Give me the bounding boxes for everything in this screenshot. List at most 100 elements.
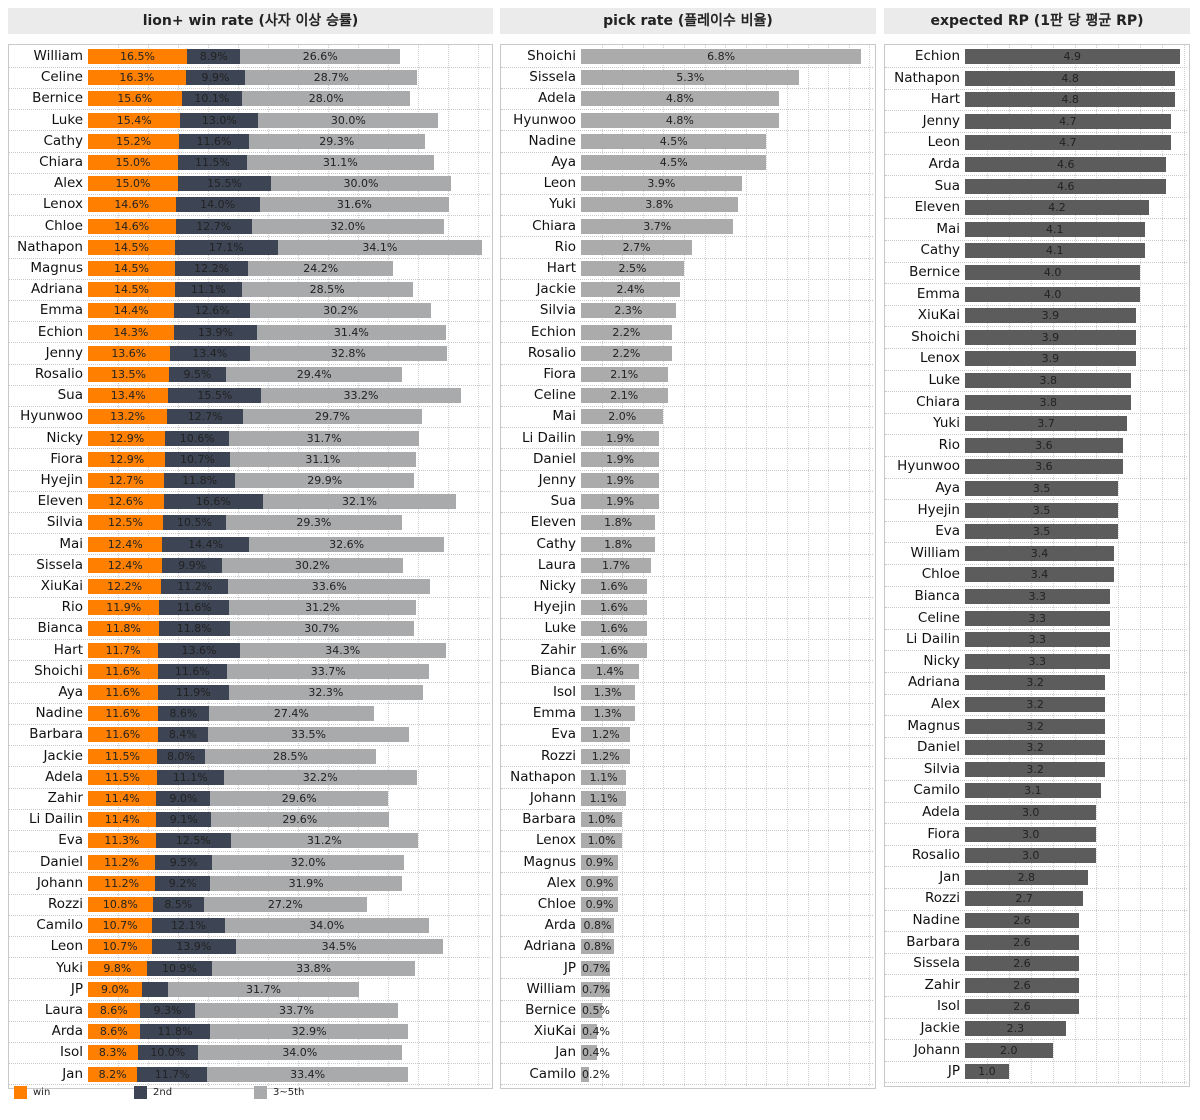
pick-rate-row-separator xyxy=(501,130,873,132)
win-rate-label-third: 33.7% xyxy=(279,1004,314,1017)
pick-rate-row-label: Chloe xyxy=(537,896,576,912)
pick-rate-value-label: 2.0% xyxy=(608,410,637,424)
pick-rate-value-label: 0.8% xyxy=(583,940,612,954)
expected-rp-row-label: Arda xyxy=(928,156,960,172)
expected-rp-row-separator xyxy=(885,844,1187,846)
pick-rate-value-label: 2.3% xyxy=(614,304,643,318)
win-rate-bar-third xyxy=(235,939,443,955)
pick-rate-row-separator xyxy=(501,893,873,895)
win-rate-row-separator xyxy=(9,978,490,980)
win-rate-label-third: 30.7% xyxy=(304,622,340,636)
win-rate-label-second: 10.6% xyxy=(179,431,215,445)
expected-rp-row-label: Eleven xyxy=(914,199,960,216)
win-rate-label-second: 11.7% xyxy=(154,1067,190,1081)
pick-rate-value-label: 1.6% xyxy=(599,580,628,593)
pick-rate-value-label: 1.1% xyxy=(589,792,618,805)
win-rate-label-third: 28.5% xyxy=(309,283,345,297)
win-rate-label-third: 33.5% xyxy=(291,728,326,742)
expected-rp-row-separator xyxy=(885,369,1187,371)
expected-rp-value-label: 4.9 xyxy=(1063,50,1082,63)
pick-rate-value-label: 4.5% xyxy=(659,134,688,148)
expected-rp-bar xyxy=(965,891,1084,907)
expected-rp-row-label: Nicky xyxy=(923,652,960,669)
pick-rate-bar xyxy=(581,473,660,488)
win-rate-label-win: 11.2% xyxy=(104,855,140,869)
pick-rate-row-label: Jackie xyxy=(536,281,576,298)
expected-rp-value-label: 3.5 xyxy=(1032,503,1051,517)
pick-rate-row-separator xyxy=(501,1063,873,1065)
win-rate-bar-win xyxy=(88,600,160,616)
pick-rate-row-label: Isol xyxy=(552,684,576,700)
win-rate-bar-third xyxy=(212,960,415,976)
pick-rate-bar xyxy=(581,176,742,192)
win-rate-bar-second xyxy=(157,727,208,743)
win-rate-row-separator xyxy=(9,1020,490,1022)
expected-rp-bar xyxy=(965,1042,1053,1058)
win-rate-label-second: 9.0% xyxy=(169,792,198,805)
pick-rate-row-separator xyxy=(501,872,873,874)
expected-rp-row-separator xyxy=(885,218,1187,220)
win-rate-row-label: Sissela xyxy=(36,556,83,573)
win-rate-label-second: 11.2% xyxy=(177,580,213,593)
win-rate-bar-second xyxy=(155,875,211,891)
win-rate-label-win: 11.3% xyxy=(104,834,140,848)
win-rate-label-second: 12.5% xyxy=(175,834,211,848)
expected-rp-row-separator xyxy=(885,931,1187,933)
pick-rate-value-label: 0.8% xyxy=(583,919,612,933)
pick-rate-row-label: Fiora xyxy=(543,366,576,382)
win-rate-bar-second xyxy=(174,303,250,319)
expected-rp-row-separator xyxy=(885,628,1187,630)
win-rate-bar-win xyxy=(88,706,158,722)
win-rate-row-separator xyxy=(9,299,490,301)
win-rate-row-label: Zahir xyxy=(47,790,83,806)
win-rate-label-win: 14.5% xyxy=(114,262,149,275)
win-rate-bar-second xyxy=(158,642,240,658)
pick-rate-bar xyxy=(581,897,619,912)
win-rate-label-second: 12.7% xyxy=(196,219,232,233)
win-rate-row-separator xyxy=(9,723,490,725)
win-rate-label-win: 11.5% xyxy=(105,749,140,763)
win-rate-label-win: 14.5% xyxy=(114,240,149,254)
expected-rp-bar xyxy=(965,70,1176,86)
expected-rp-bar xyxy=(965,394,1132,410)
expected-rp-row-label: Nadine xyxy=(912,912,960,928)
win-rate-row-separator xyxy=(9,193,490,195)
pick-rate-value-label: 3.9% xyxy=(647,177,676,191)
pick-rate-row-label: Laura xyxy=(537,556,576,573)
expected-rp-value-label: 2.8 xyxy=(1017,870,1036,884)
win-rate-row-separator xyxy=(9,1041,490,1043)
pick-rate-row-separator xyxy=(501,745,873,747)
expected-rp-bar xyxy=(965,805,1097,820)
pick-rate-row-label: Yuki xyxy=(549,196,576,213)
expected-rp-value-label: 3.1 xyxy=(1024,784,1042,798)
win-rate-label-win: 9.0% xyxy=(101,982,129,996)
win-rate-bar-win xyxy=(88,918,153,934)
pick-rate-row-separator xyxy=(501,172,873,174)
expected-rp-row-separator xyxy=(885,326,1187,328)
expected-rp-row-separator xyxy=(885,434,1187,436)
win-rate-bar-second xyxy=(175,197,260,213)
expected-rp-bar xyxy=(965,157,1167,172)
win-rate-row-label: Celine xyxy=(40,69,83,86)
expected-rp-row-label: Celine xyxy=(917,609,960,626)
pick-rate-value-label: 3.7% xyxy=(643,219,672,233)
win-rate-row-label: Daniel xyxy=(39,853,83,870)
expected-rp-bar xyxy=(965,589,1110,604)
pick-rate-bar xyxy=(581,133,767,149)
win-rate-label-third: 30.2% xyxy=(323,304,359,318)
pick-rate-value-label: 2.2% xyxy=(612,325,641,339)
win-rate-row-separator xyxy=(9,1084,490,1086)
pick-rate-value-label: 0.9% xyxy=(585,898,614,911)
win-rate-row-label: Hyunwoo xyxy=(20,408,83,425)
win-rate-bar-win xyxy=(88,197,176,213)
expected-rp-bar xyxy=(965,999,1079,1015)
win-rate-bar-win xyxy=(88,642,159,658)
win-rate-bar-third xyxy=(258,112,439,128)
win-rate-bar-third xyxy=(240,49,400,64)
pick-rate-value-label: 4.8% xyxy=(665,92,694,106)
win-rate-label-third: 31.6% xyxy=(336,198,372,212)
expected-rp-row-separator xyxy=(885,477,1187,479)
pick-rate-row-separator xyxy=(501,236,873,238)
expected-rp-row-label: JP xyxy=(947,1063,960,1080)
legend-label: 2nd xyxy=(153,1087,173,1098)
